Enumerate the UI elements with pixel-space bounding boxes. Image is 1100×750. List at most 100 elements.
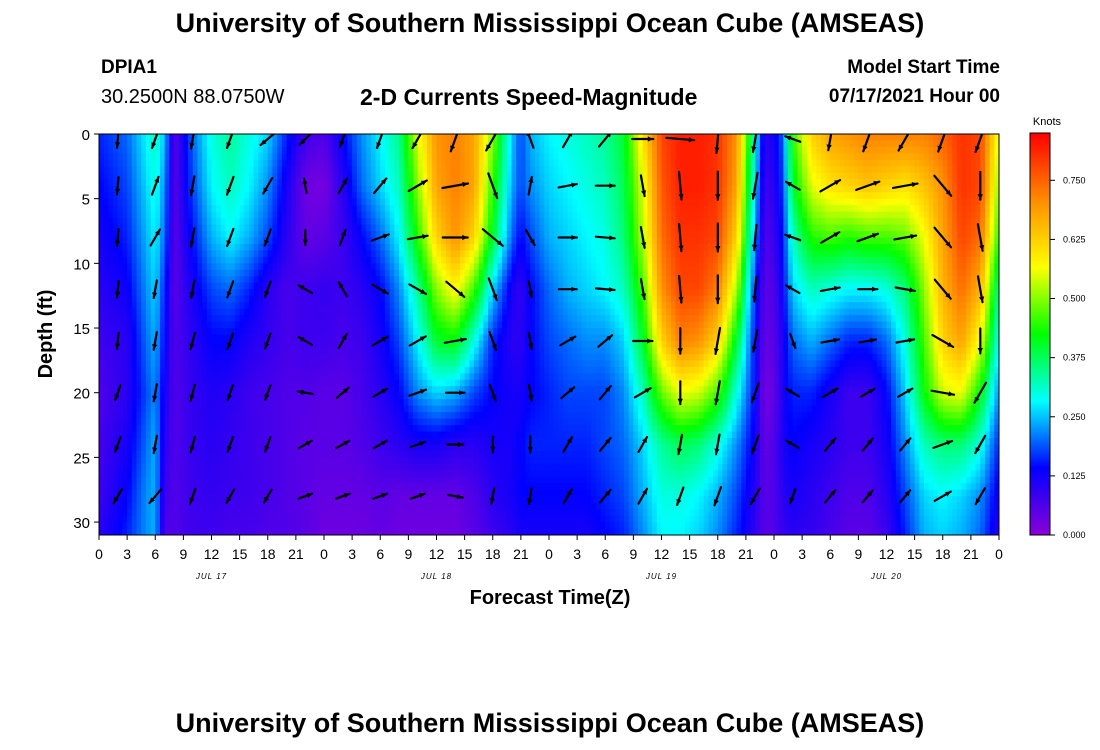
heatmap-cell (328, 269, 334, 277)
heatmap-cell (197, 328, 203, 336)
heatmap-cell (188, 489, 194, 497)
heatmap-cell (422, 321, 428, 329)
heatmap-cell (459, 250, 466, 258)
heatmap-cell (469, 237, 475, 245)
heatmap-cell (436, 528, 442, 535)
heatmap-cell (169, 418, 175, 426)
heatmap-cell (234, 185, 241, 193)
heatmap-cell (263, 231, 269, 239)
heatmap-cell (427, 334, 433, 342)
heatmap-cell (216, 302, 222, 310)
heatmap-cell (436, 418, 442, 426)
heatmap-cell (244, 179, 250, 187)
heatmap-cell (127, 476, 133, 484)
heatmap-cell (399, 295, 405, 303)
heatmap-cell (183, 386, 189, 394)
heatmap-cell (459, 218, 466, 226)
heatmap-cell (206, 412, 213, 420)
heatmap-cell (202, 515, 208, 523)
heatmap-cell (394, 218, 400, 226)
heatmap-cell (295, 476, 302, 484)
heatmap-cell (366, 269, 372, 277)
heatmap-cell (342, 218, 349, 226)
heatmap-cell (413, 243, 419, 252)
heatmap-cell (464, 444, 470, 452)
heatmap-cell (417, 243, 424, 252)
heatmap-cell (127, 153, 133, 161)
heatmap-cell (258, 360, 264, 368)
heatmap-cell (164, 282, 170, 290)
heatmap-cell (239, 489, 245, 497)
heatmap-cell (220, 159, 227, 167)
heatmap-cell (300, 418, 306, 426)
heatmap-cell (324, 211, 330, 219)
heatmap-cell (192, 431, 199, 439)
heatmap-cell (356, 483, 363, 491)
heatmap-cell (450, 250, 456, 258)
heatmap-cell (352, 211, 358, 219)
heatmap-cell (455, 192, 461, 200)
heatmap-cell (352, 153, 358, 161)
heatmap-cell (319, 256, 325, 264)
heatmap-cell (338, 179, 344, 187)
heatmap-cell (150, 476, 156, 484)
heatmap-cell (202, 476, 208, 484)
heatmap-cell (113, 211, 119, 219)
heatmap-cell (202, 399, 208, 407)
heatmap-cell (333, 353, 339, 361)
heatmap-cell (211, 522, 217, 530)
heatmap-cell (267, 153, 274, 161)
heatmap-cell (347, 166, 353, 174)
heatmap-cell (169, 425, 175, 433)
heatmap-cell (450, 444, 456, 452)
heatmap-cell (295, 218, 302, 226)
heatmap-cell (136, 328, 142, 336)
heatmap-cell (225, 263, 231, 271)
heatmap-cell (413, 269, 419, 277)
heatmap-cell (211, 153, 217, 161)
heatmap-cell (178, 198, 184, 206)
heatmap-cell (183, 211, 189, 219)
heatmap-cell (164, 489, 170, 497)
heatmap-cell (117, 198, 124, 206)
heatmap-cell (272, 515, 278, 523)
heatmap-cell (244, 522, 250, 530)
heatmap-cell (183, 231, 189, 239)
heatmap-cell (108, 211, 114, 219)
heatmap-cell (122, 470, 128, 478)
heatmap-cell (333, 198, 339, 206)
heatmap-cell (174, 412, 180, 420)
heatmap-cell (150, 276, 156, 284)
heatmap-cell (169, 231, 175, 239)
heatmap-cell (352, 192, 358, 200)
heatmap-cell (239, 373, 245, 381)
heatmap-cell (408, 412, 414, 420)
heatmap-cell (361, 528, 367, 535)
heatmap-cell (338, 437, 344, 446)
heatmap-cell (314, 192, 320, 200)
heatmap-cell (445, 334, 452, 342)
heatmap-cell (389, 509, 395, 517)
heatmap-cell (338, 146, 344, 155)
heatmap-cell (244, 463, 250, 471)
heatmap-cell (253, 256, 259, 264)
heatmap-cell (178, 328, 184, 336)
heatmap-cell (333, 243, 339, 252)
heatmap-cell (136, 153, 142, 161)
heatmap-cell (366, 470, 372, 478)
heatmap-cell (305, 276, 311, 284)
heatmap-cell (234, 399, 241, 407)
heatmap-cell (108, 179, 114, 187)
heatmap-cell (286, 353, 292, 361)
heatmap-cell (295, 134, 302, 142)
heatmap-cell (145, 347, 152, 355)
heatmap-cell (267, 334, 274, 342)
heatmap-cell (459, 289, 466, 297)
heatmap-cell (127, 444, 133, 452)
heatmap-cell (380, 153, 386, 161)
heatmap-cell (474, 256, 480, 264)
heatmap-cell (408, 476, 414, 484)
heatmap-cell (197, 153, 203, 161)
heatmap-cell (413, 528, 419, 535)
heatmap-cell (164, 528, 170, 535)
